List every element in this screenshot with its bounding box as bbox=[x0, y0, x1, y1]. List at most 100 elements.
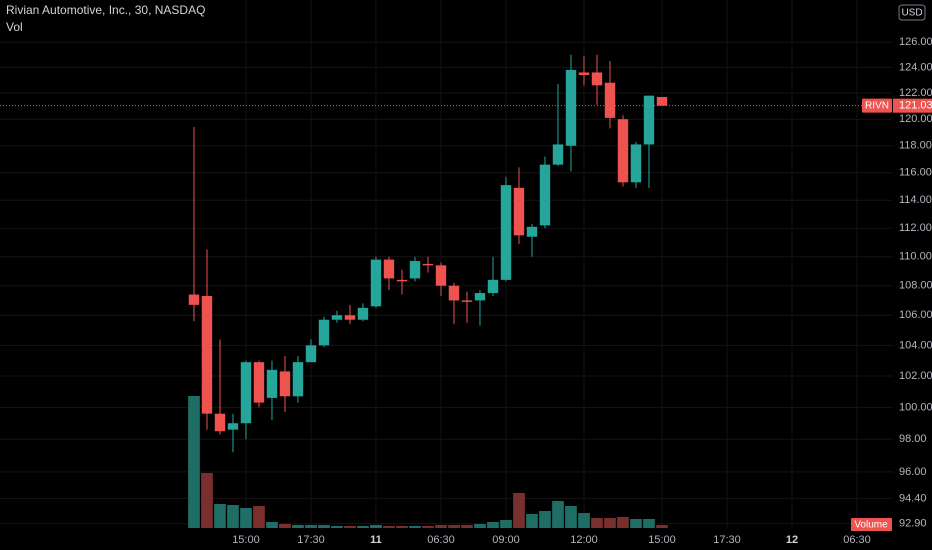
volume-bar bbox=[253, 506, 265, 528]
candle-body bbox=[604, 82, 616, 118]
y-tick-label: 94.40 bbox=[899, 492, 927, 504]
candle-body bbox=[591, 72, 603, 86]
volume-bar bbox=[188, 396, 200, 528]
y-tick-label: 92.90 bbox=[899, 518, 927, 530]
x-tick-label: 17:30 bbox=[297, 534, 325, 546]
y-tick-label: 122.00 bbox=[899, 87, 932, 99]
candle-body bbox=[526, 226, 538, 237]
volume-bar bbox=[201, 473, 213, 528]
candle-body bbox=[292, 362, 304, 397]
x-tick-label: 15:00 bbox=[648, 534, 676, 546]
overlay-layer: RIVN 121.03 Volume bbox=[0, 98, 932, 531]
volume-bar bbox=[630, 519, 642, 528]
volume-bar bbox=[526, 514, 538, 528]
currency[interactable]: USD bbox=[901, 8, 922, 19]
volume-bar bbox=[383, 526, 395, 528]
volume-bar bbox=[591, 518, 603, 528]
x-tick-label: 06:30 bbox=[427, 534, 455, 546]
volume-bar bbox=[448, 525, 460, 528]
volume-bar bbox=[487, 522, 499, 528]
candle-body bbox=[201, 295, 213, 414]
y-tick-label: 114.00 bbox=[899, 194, 932, 206]
candle-body bbox=[253, 362, 265, 403]
candle-body bbox=[448, 285, 460, 301]
candle-body bbox=[383, 259, 395, 279]
candle-body bbox=[357, 307, 369, 320]
volume-bar bbox=[422, 526, 434, 528]
x-tick-label: 17:30 bbox=[713, 534, 741, 546]
volume-bar bbox=[370, 525, 382, 528]
volume-bar bbox=[578, 513, 590, 528]
candle-body bbox=[617, 119, 629, 183]
volume-bar bbox=[292, 525, 304, 528]
volume-bar bbox=[344, 526, 356, 528]
candle-body bbox=[487, 279, 499, 294]
volume-bar bbox=[474, 524, 486, 528]
candle-body bbox=[578, 72, 590, 76]
candle-body bbox=[565, 69, 577, 146]
volume-layer bbox=[188, 396, 668, 528]
candle-body bbox=[279, 371, 291, 397]
volume-bar bbox=[604, 518, 616, 528]
y-tick-label: 104.00 bbox=[899, 339, 932, 351]
y-tick-label: 126.00 bbox=[899, 36, 932, 48]
y-tick-label: 106.00 bbox=[899, 309, 932, 321]
candle-body bbox=[266, 369, 278, 398]
candle-body bbox=[318, 319, 330, 346]
volume-bar bbox=[435, 525, 447, 528]
candle-body bbox=[513, 187, 525, 236]
subtitle: Vol bbox=[6, 20, 23, 34]
candle-body bbox=[656, 96, 668, 106]
candle-body bbox=[630, 144, 642, 183]
candle-body bbox=[461, 300, 473, 302]
candle-body bbox=[422, 263, 434, 266]
currency-box[interactable] bbox=[898, 4, 926, 21]
symbol-box bbox=[862, 98, 892, 113]
x-tick-label: 11 bbox=[370, 534, 382, 546]
candle-body bbox=[370, 259, 382, 307]
volume-bar bbox=[552, 501, 564, 528]
y-tick-label: 96.00 bbox=[899, 466, 927, 478]
volume-bar bbox=[396, 526, 408, 528]
y-tick-label: 116.00 bbox=[899, 167, 932, 179]
last-price-box bbox=[893, 98, 932, 113]
candle-body bbox=[539, 164, 551, 226]
y-tick-label: 102.00 bbox=[899, 370, 932, 382]
y-tick-label: 118.00 bbox=[899, 140, 932, 152]
candle-body bbox=[474, 293, 486, 301]
volume-bar bbox=[331, 526, 343, 528]
y-tick-label: 124.00 bbox=[899, 61, 932, 73]
x-tick-label: 12 bbox=[786, 534, 798, 546]
last-price-label: 121.03 bbox=[899, 100, 932, 112]
volume-bar bbox=[409, 526, 421, 528]
candle-body bbox=[435, 265, 447, 286]
candle-layer bbox=[188, 54, 668, 453]
volume-bar bbox=[656, 525, 668, 528]
volume-bar bbox=[227, 505, 239, 528]
volume-bar bbox=[266, 522, 278, 528]
x-tick-label: 15:00 bbox=[232, 534, 260, 546]
y-tick-label: 108.00 bbox=[899, 280, 932, 292]
y-tick-label: 98.00 bbox=[899, 433, 927, 445]
volume-bar bbox=[643, 519, 655, 528]
candle-body bbox=[214, 413, 226, 432]
volume-bar bbox=[565, 506, 577, 528]
volume-bar bbox=[617, 517, 629, 528]
candle-body bbox=[643, 95, 655, 145]
y-tick-label: 120.00 bbox=[899, 113, 932, 125]
candle-body bbox=[331, 315, 343, 320]
symbol-label: RIVN bbox=[865, 100, 889, 111]
volume-bar bbox=[279, 524, 291, 528]
volume-bar bbox=[513, 493, 525, 528]
candle-body bbox=[188, 294, 200, 305]
volume-bar bbox=[500, 520, 512, 528]
volume-bar bbox=[318, 525, 330, 528]
volume-bar bbox=[305, 525, 317, 528]
y-tick-label: 112.00 bbox=[899, 222, 932, 234]
volume-bar bbox=[461, 525, 473, 528]
candle-body bbox=[500, 185, 512, 280]
candle-body bbox=[240, 362, 252, 424]
candle-body bbox=[409, 261, 421, 279]
